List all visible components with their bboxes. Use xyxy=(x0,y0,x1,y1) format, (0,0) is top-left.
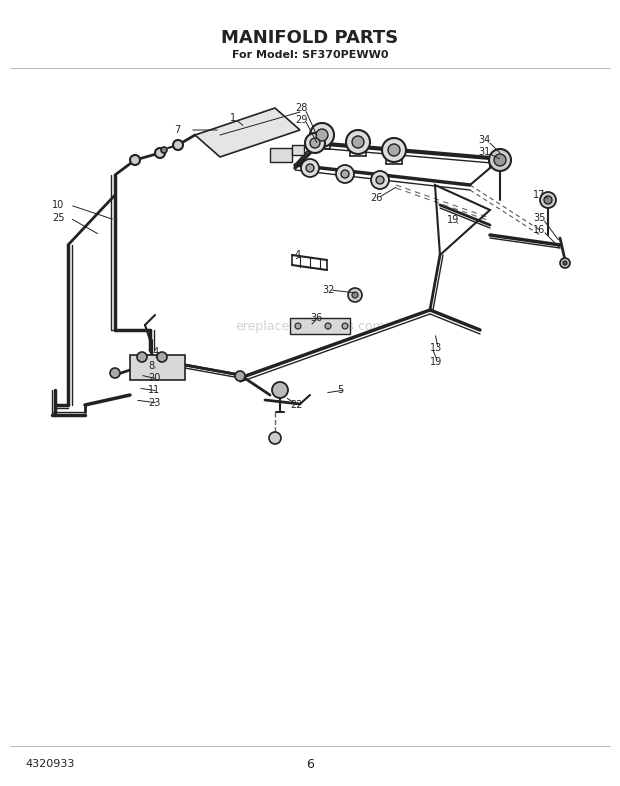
Circle shape xyxy=(110,368,120,378)
Text: 8: 8 xyxy=(148,361,154,371)
Circle shape xyxy=(295,323,301,329)
Text: 1: 1 xyxy=(230,113,236,123)
Circle shape xyxy=(306,164,314,172)
Text: For Model: SF370PEWW0: For Model: SF370PEWW0 xyxy=(232,50,388,60)
Circle shape xyxy=(130,155,140,165)
Bar xyxy=(292,145,304,155)
Bar xyxy=(270,148,292,162)
Circle shape xyxy=(371,171,389,189)
Circle shape xyxy=(341,170,349,178)
Text: 16: 16 xyxy=(533,225,545,235)
Circle shape xyxy=(161,147,167,153)
Circle shape xyxy=(540,192,556,208)
Circle shape xyxy=(352,292,358,298)
Text: 23: 23 xyxy=(148,398,161,408)
Text: 22: 22 xyxy=(290,400,303,410)
Bar xyxy=(290,318,350,334)
Circle shape xyxy=(342,323,348,329)
Text: 34: 34 xyxy=(478,135,490,145)
Text: 29: 29 xyxy=(295,115,308,125)
Text: ereplacementparts.com: ereplacementparts.com xyxy=(235,320,385,332)
Text: 14: 14 xyxy=(148,347,160,357)
Circle shape xyxy=(310,138,320,148)
Circle shape xyxy=(157,352,167,362)
Circle shape xyxy=(235,371,245,381)
Text: 35: 35 xyxy=(533,213,546,223)
Text: 36: 36 xyxy=(310,313,322,323)
Text: 25: 25 xyxy=(52,213,64,223)
Text: 26: 26 xyxy=(370,193,383,203)
Text: 13: 13 xyxy=(430,343,442,353)
Circle shape xyxy=(316,129,328,141)
Bar xyxy=(130,355,185,380)
Text: 31: 31 xyxy=(478,147,490,157)
Text: 11: 11 xyxy=(148,385,160,395)
Text: 5: 5 xyxy=(337,385,343,395)
Circle shape xyxy=(336,165,354,183)
Text: 4320933: 4320933 xyxy=(25,759,74,769)
Circle shape xyxy=(544,196,552,204)
Circle shape xyxy=(155,148,165,158)
Text: 19: 19 xyxy=(430,357,442,367)
Circle shape xyxy=(489,149,511,171)
Circle shape xyxy=(173,140,183,150)
Text: 6: 6 xyxy=(306,758,314,770)
Text: 4: 4 xyxy=(295,250,301,260)
Circle shape xyxy=(388,144,400,156)
Circle shape xyxy=(301,159,319,177)
Text: 28: 28 xyxy=(295,103,308,113)
Text: MANIFOLD PARTS: MANIFOLD PARTS xyxy=(221,29,399,47)
Circle shape xyxy=(346,130,370,154)
Circle shape xyxy=(348,288,362,302)
Text: 32: 32 xyxy=(322,285,334,295)
Text: 10: 10 xyxy=(52,200,64,210)
Circle shape xyxy=(272,382,288,398)
Circle shape xyxy=(382,138,406,162)
Circle shape xyxy=(325,323,331,329)
Circle shape xyxy=(563,261,567,265)
Circle shape xyxy=(137,352,147,362)
Circle shape xyxy=(310,123,334,147)
Circle shape xyxy=(352,136,364,148)
Text: 20: 20 xyxy=(148,373,161,383)
Text: 17: 17 xyxy=(533,190,546,200)
Text: 7: 7 xyxy=(174,125,180,135)
Circle shape xyxy=(560,258,570,268)
Circle shape xyxy=(494,154,506,166)
Circle shape xyxy=(376,176,384,184)
Circle shape xyxy=(305,133,325,153)
Polygon shape xyxy=(195,108,300,157)
Text: 19: 19 xyxy=(447,215,459,225)
Circle shape xyxy=(269,432,281,444)
